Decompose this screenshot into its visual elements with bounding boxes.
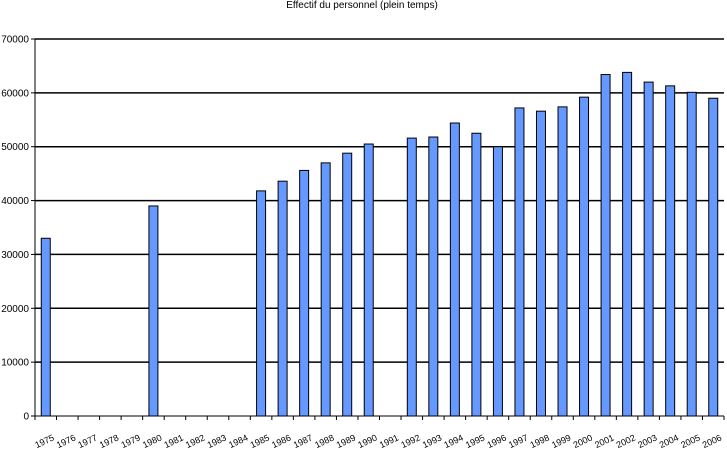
- y-tick-label: 30000: [1, 250, 29, 261]
- bar-1995: [471, 132, 482, 417]
- grid-lines: [35, 38, 724, 363]
- bar-1985: [256, 190, 267, 417]
- x-tick-label: 1993: [421, 433, 443, 451]
- bar-1986: [277, 180, 288, 417]
- y-tick-label: 60000: [1, 88, 29, 99]
- bar-1980: [148, 205, 159, 417]
- x-tick-label: 1999: [550, 433, 572, 451]
- x-tick-label: 1977: [76, 433, 98, 451]
- x-tick-label: 1994: [442, 433, 464, 451]
- x-tick-label: 2003: [636, 433, 658, 451]
- x-tick-label: 1986: [270, 433, 292, 451]
- bar-2002: [622, 71, 633, 417]
- bar-1992: [406, 137, 417, 417]
- bar-1990: [363, 143, 374, 417]
- x-tick-label: 1987: [292, 433, 314, 451]
- y-tick-label: 40000: [1, 196, 29, 207]
- axes: [34, 39, 724, 417]
- bar-2006: [708, 97, 719, 417]
- bars: [40, 71, 719, 417]
- x-tick-label: 2001: [593, 433, 615, 451]
- x-tick-label: 1992: [399, 433, 421, 451]
- bar-2000: [579, 96, 590, 417]
- y-tick-label: 70000: [1, 35, 29, 46]
- x-tick-label: 1978: [98, 433, 120, 451]
- bar-1996: [492, 146, 503, 417]
- x-tick-label: 1984: [227, 433, 249, 451]
- x-axis-ticks: 1975 1976 1977 1978 1979 1980 1981 1982 1983 1984…: [33, 416, 725, 451]
- x-tick-label: 1982: [184, 433, 206, 451]
- x-tick-label: 2006: [701, 433, 723, 451]
- x-tick-label: 1989: [335, 433, 357, 451]
- bar-1999: [557, 106, 568, 417]
- x-tick-label: 1990: [356, 433, 378, 451]
- x-tick-label: 2005: [679, 433, 701, 451]
- x-tick-label: 1995: [464, 433, 486, 451]
- bar-1989: [342, 152, 353, 417]
- x-tick-label: 1988: [313, 433, 335, 451]
- x-tick-label: 1991: [378, 433, 400, 451]
- x-tick-label: 1996: [485, 433, 507, 451]
- y-tick-label: 50000: [1, 142, 29, 153]
- y-tick-label: 0: [23, 412, 29, 423]
- bar-1987: [299, 169, 310, 417]
- x-tick-label: 2002: [615, 433, 637, 451]
- bar-1998: [535, 110, 546, 417]
- chart-title: Effectif du personnel (plein temps): [286, 0, 438, 11]
- bar-1994: [449, 122, 460, 417]
- x-tick-label: 1997: [507, 433, 529, 451]
- y-tick-label: 10000: [1, 358, 29, 369]
- x-tick-label: 1975: [33, 433, 55, 451]
- y-tick-label: 20000: [1, 304, 29, 315]
- x-tick-label: 1985: [249, 433, 271, 451]
- bar-2005: [686, 91, 697, 417]
- x-tick-label: 1981: [162, 433, 184, 451]
- bar-1975: [40, 237, 51, 417]
- bar-2003: [643, 81, 654, 417]
- x-tick-label: 1983: [206, 433, 228, 451]
- x-tick-label: 2004: [658, 433, 680, 451]
- bar-1988: [320, 162, 331, 417]
- bar-2004: [665, 85, 676, 417]
- x-tick-label: 2000: [572, 433, 594, 451]
- x-tick-label: 1976: [55, 433, 77, 451]
- x-tick-label: 1998: [529, 433, 551, 451]
- bar-1993: [428, 136, 439, 417]
- bar-1997: [514, 107, 525, 417]
- bar-2001: [600, 74, 611, 417]
- x-tick-label: 1980: [141, 433, 163, 451]
- y-axis-ticks: 0 10000 20000 30000 40000 50000 60000 70000: [1, 35, 35, 423]
- x-tick-label: 1979: [119, 433, 141, 451]
